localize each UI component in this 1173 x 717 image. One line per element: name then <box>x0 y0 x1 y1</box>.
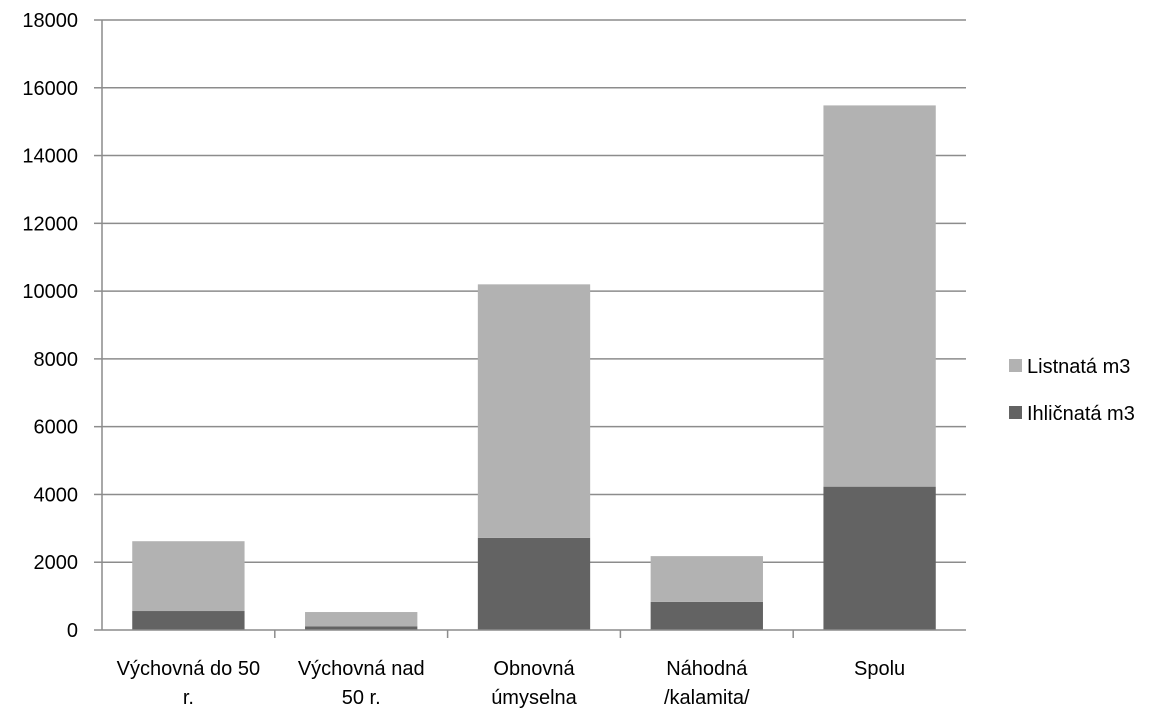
x-axis-labels: Výchovná do 50 r. Výchovná nad 50 r. Obnovná… <box>117 630 905 709</box>
x-tick-label: r. <box>183 687 194 709</box>
x-tick-label: Výchovná do 50 <box>117 658 260 680</box>
x-tick-label: Výchovná nad <box>298 658 425 680</box>
bar <box>132 611 245 630</box>
bar <box>305 626 418 630</box>
y-tick-label: 14000 <box>22 146 78 168</box>
y-tick-label: 8000 <box>34 349 79 371</box>
x-tick-label: úmyselna <box>491 687 577 709</box>
y-axis-ticks: 0 2000 4000 6000 8000 10000 12000 14000 16000 180… <box>22 10 102 642</box>
legend-label: Listnatá m3 <box>1027 356 1130 378</box>
bar <box>823 105 936 487</box>
bar <box>132 541 245 612</box>
bar <box>650 556 763 602</box>
legend: Listnatá m3 Ihličnatá m3 <box>1009 356 1135 425</box>
x-tick-label: Náhodná <box>666 658 748 680</box>
y-tick-label: 18000 <box>22 10 78 32</box>
bar <box>477 284 591 538</box>
y-tick-label: 2000 <box>34 552 79 574</box>
legend-swatch <box>1009 406 1022 419</box>
y-tick-label: 12000 <box>22 213 78 235</box>
y-tick-label: 0 <box>67 620 78 642</box>
y-tick-label: 10000 <box>22 281 78 303</box>
legend-swatch <box>1009 359 1022 372</box>
x-tick-label: Obnovná <box>493 658 575 680</box>
y-tick-label: 16000 <box>22 78 78 100</box>
bar <box>305 612 418 627</box>
y-tick-label: 6000 <box>34 417 79 439</box>
y-tick-label: 4000 <box>34 484 79 506</box>
legend-label: Ihličnatá m3 <box>1027 403 1135 425</box>
bar <box>650 601 763 630</box>
x-tick-label: Spolu <box>854 658 905 680</box>
x-tick-label: /kalamita/ <box>664 687 750 709</box>
bar <box>477 537 591 630</box>
x-tick-label: 50 r. <box>342 687 381 709</box>
bars <box>132 105 936 630</box>
bar <box>823 486 936 630</box>
